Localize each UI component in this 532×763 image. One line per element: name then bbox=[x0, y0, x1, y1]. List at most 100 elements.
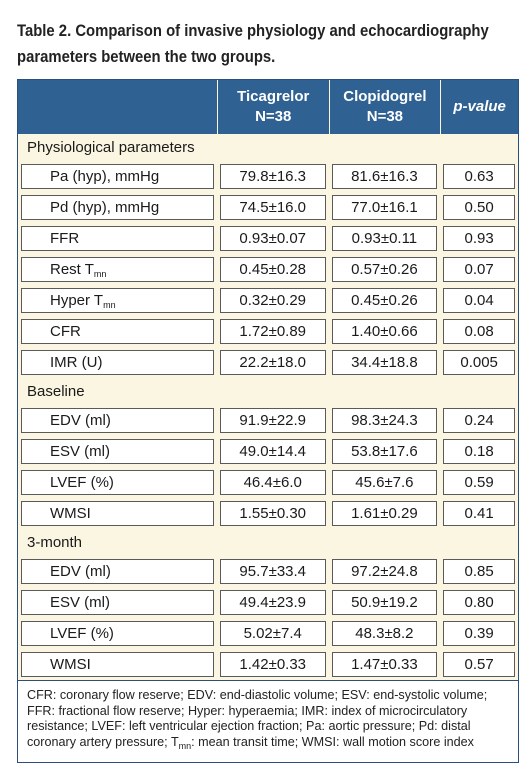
header-ticagrelor-n: N=38 bbox=[255, 108, 292, 125]
table-row: ESV (ml) 49.4±23.9 50.9±19.2 0.80 bbox=[18, 587, 518, 618]
section-row: Baseline bbox=[18, 378, 518, 405]
clopidogrel-value-cell: 97.2±24.8 bbox=[329, 556, 441, 587]
ticagrelor-value-cell: 49.0±14.4 bbox=[217, 436, 329, 467]
clopidogrel-value: 97.2±24.8 bbox=[331, 559, 438, 584]
header-row: Ticagrelor N=38 Clopidogrel N=38 p-value bbox=[18, 80, 518, 134]
ticagrelor-value-cell: 0.93±0.07 bbox=[217, 223, 329, 254]
table-row: FFR 0.93±0.07 0.93±0.11 0.93 bbox=[18, 223, 518, 254]
section-title: Physiological parameters bbox=[27, 139, 195, 156]
clopidogrel-value-cell: 48.3±8.2 bbox=[329, 618, 441, 649]
ticagrelor-value: 95.7±33.4 bbox=[219, 559, 326, 584]
clopidogrel-value-cell: 53.8±17.6 bbox=[329, 436, 441, 467]
ticagrelor-value: 74.5±16.0 bbox=[219, 195, 326, 220]
row-label-cell: CFR bbox=[18, 316, 217, 347]
row-label-cell: EDV (ml) bbox=[18, 405, 217, 436]
ticagrelor-value: 0.93±0.07 bbox=[219, 226, 326, 251]
p-value-cell: 0.50 bbox=[440, 192, 518, 223]
table-row: CFR 1.72±0.89 1.40±0.66 0.08 bbox=[18, 316, 518, 347]
p-value: 0.59 bbox=[443, 470, 515, 495]
header-p-value-label: p-value bbox=[453, 98, 506, 115]
table-row: EDV (ml) 95.7±33.4 97.2±24.8 0.85 bbox=[18, 556, 518, 587]
row-label-cell: ESV (ml) bbox=[18, 436, 217, 467]
p-value: 0.63 bbox=[443, 164, 515, 189]
row-label-cell: Hyper Tmn bbox=[18, 285, 217, 316]
row-label: Pa (hyp), mmHg bbox=[50, 168, 160, 185]
table-row: LVEF (%) 46.4±6.0 45.6±7.6 0.59 bbox=[18, 467, 518, 498]
table-footnote: CFR: coronary flow reserve; EDV: end-dia… bbox=[18, 680, 518, 763]
header-clopidogrel-name: Clopidogrel bbox=[343, 88, 427, 105]
row-label-box: LVEF (%) bbox=[21, 621, 214, 646]
p-value-cell: 0.04 bbox=[440, 285, 518, 316]
clopidogrel-value: 0.93±0.11 bbox=[331, 226, 438, 251]
row-label-box: Rest Tmn bbox=[21, 257, 214, 282]
ticagrelor-value: 49.0±14.4 bbox=[219, 439, 326, 464]
clopidogrel-value-cell: 0.93±0.11 bbox=[329, 223, 441, 254]
ticagrelor-value: 79.8±16.3 bbox=[219, 164, 326, 189]
row-label-cell: FFR bbox=[18, 223, 217, 254]
row-label: ESV (ml) bbox=[50, 443, 110, 460]
clopidogrel-value-cell: 98.3±24.3 bbox=[329, 405, 441, 436]
table-body: Physiological parameters Pa (hyp), mmHg 79… bbox=[18, 134, 518, 680]
row-label-cell: Pa (hyp), mmHg bbox=[18, 161, 217, 192]
p-value: 0.41 bbox=[443, 501, 515, 526]
row-label: LVEF (%) bbox=[50, 474, 114, 491]
table-row: LVEF (%) 5.02±7.4 48.3±8.2 0.39 bbox=[18, 618, 518, 649]
clopidogrel-value: 34.4±18.8 bbox=[331, 350, 438, 375]
section-row: Physiological parameters bbox=[18, 134, 518, 161]
clopidogrel-value: 0.45±0.26 bbox=[331, 288, 438, 313]
row-label-cell: EDV (ml) bbox=[18, 556, 217, 587]
p-value-cell: 0.07 bbox=[440, 254, 518, 285]
clopidogrel-value: 77.0±16.1 bbox=[331, 195, 438, 220]
row-label-cell: Pd (hyp), mmHg bbox=[18, 192, 217, 223]
footnote-row: CFR: coronary flow reserve; EDV: end-dia… bbox=[18, 680, 518, 763]
table-row: WMSI 1.42±0.33 1.47±0.33 0.57 bbox=[18, 649, 518, 680]
row-label-box: WMSI bbox=[21, 501, 214, 526]
clopidogrel-value-cell: 34.4±18.8 bbox=[329, 347, 441, 378]
header-clopidogrel-n: N=38 bbox=[366, 108, 404, 125]
clopidogrel-value-cell: 1.40±0.66 bbox=[329, 316, 441, 347]
ticagrelor-value: 5.02±7.4 bbox=[219, 621, 326, 646]
p-value: 0.57 bbox=[443, 652, 515, 677]
row-label-cell: IMR (U) bbox=[18, 347, 217, 378]
row-label: CFR bbox=[50, 323, 81, 340]
row-label-box: Hyper Tmn bbox=[21, 288, 214, 313]
p-value-cell: 0.24 bbox=[440, 405, 518, 436]
row-label: IMR (U) bbox=[50, 354, 103, 371]
clopidogrel-value-cell: 0.45±0.26 bbox=[329, 285, 441, 316]
ticagrelor-value-cell: 0.45±0.28 bbox=[217, 254, 329, 285]
ticagrelor-value-cell: 0.32±0.29 bbox=[217, 285, 329, 316]
row-label: FFR bbox=[50, 230, 80, 247]
clopidogrel-value-cell: 45.6±7.6 bbox=[329, 467, 441, 498]
row-label-box: ESV (ml) bbox=[21, 590, 214, 615]
ticagrelor-value: 46.4±6.0 bbox=[219, 470, 326, 495]
clopidogrel-value-cell: 0.57±0.26 bbox=[329, 254, 441, 285]
section-title: Baseline bbox=[27, 383, 85, 400]
p-value-cell: 0.08 bbox=[440, 316, 518, 347]
header-ticagrelor-name: Ticagrelor bbox=[237, 88, 310, 105]
row-label: Pd (hyp), mmHg bbox=[50, 199, 160, 216]
ticagrelor-value: 0.32±0.29 bbox=[219, 288, 326, 313]
row-label-box: Pd (hyp), mmHg bbox=[21, 195, 214, 220]
p-value: 0.005 bbox=[443, 350, 515, 375]
section-title: 3-month bbox=[27, 534, 83, 551]
header-clopidogrel: Clopidogrel N=38 bbox=[328, 80, 441, 134]
row-label-box: Pa (hyp), mmHg bbox=[21, 164, 214, 189]
p-value: 0.07 bbox=[443, 257, 515, 282]
row-label: Rest T bbox=[50, 261, 94, 278]
ticagrelor-value: 1.42±0.33 bbox=[219, 652, 326, 677]
ticagrelor-value: 91.9±22.9 bbox=[219, 408, 326, 433]
clopidogrel-value-cell: 77.0±16.1 bbox=[329, 192, 441, 223]
clopidogrel-value: 1.61±0.29 bbox=[331, 501, 438, 526]
ticagrelor-value-cell: 91.9±22.9 bbox=[217, 405, 329, 436]
row-label-cell: LVEF (%) bbox=[18, 618, 217, 649]
row-label-subscript: mn bbox=[93, 269, 107, 279]
comparison-table: Ticagrelor N=38 Clopidogrel N=38 p-value… bbox=[17, 79, 519, 763]
clopidogrel-value-cell: 1.47±0.33 bbox=[329, 649, 441, 680]
ticagrelor-value: 22.2±18.0 bbox=[219, 350, 326, 375]
footnote-text-1: CFR: coronary flow reserve; EDV: end-dia… bbox=[27, 688, 488, 749]
p-value-cell: 0.80 bbox=[440, 587, 518, 618]
ticagrelor-value-cell: 79.8±16.3 bbox=[217, 161, 329, 192]
table-row: Pd (hyp), mmHg 74.5±16.0 77.0±16.1 0.50 bbox=[18, 192, 518, 223]
p-value-cell: 0.85 bbox=[440, 556, 518, 587]
